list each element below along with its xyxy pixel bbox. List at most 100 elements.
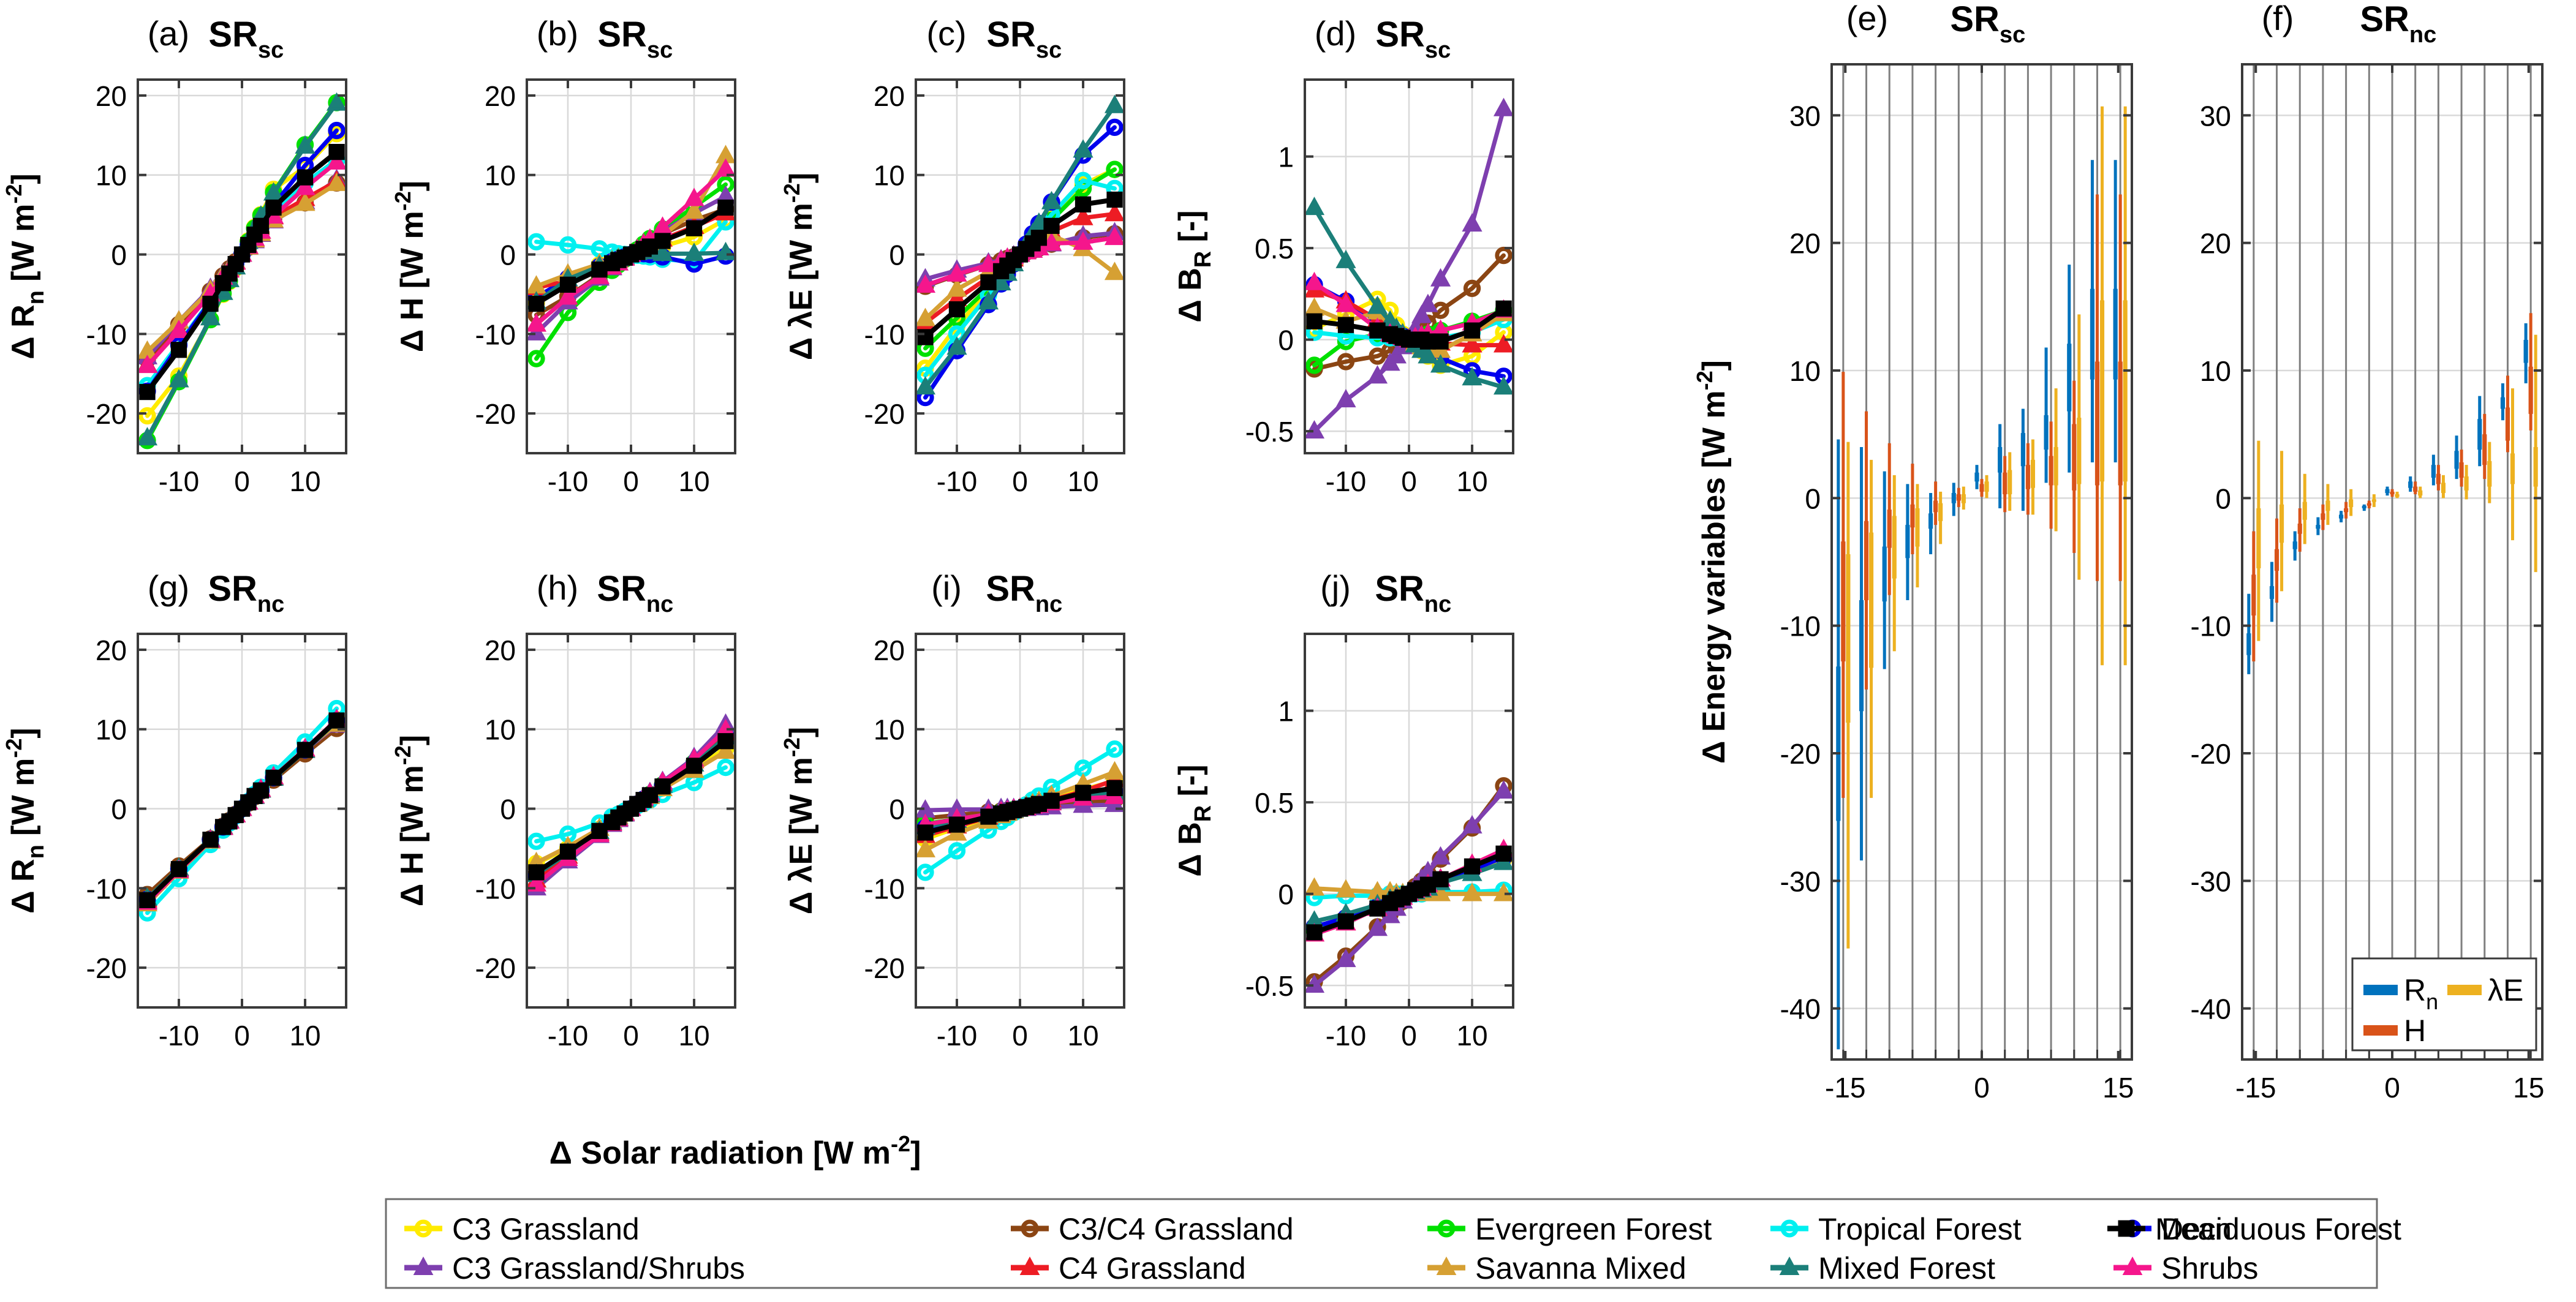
legend-marker-triangle: [2122, 1256, 2143, 1275]
marker-triangle: [168, 369, 189, 388]
box-body: [2413, 486, 2418, 492]
ytick-label: 0: [889, 239, 905, 271]
box-body: [1859, 600, 1864, 712]
legend-marker-triangle: [1019, 1256, 1040, 1275]
marker-square: [980, 274, 997, 291]
legend-item[interactable]: C4 Grassland: [1011, 1251, 1246, 1285]
legend-marker-triangle: [1779, 1256, 1800, 1275]
marker-triangle: [263, 182, 284, 201]
marker-square: [252, 782, 270, 799]
marker-triangle: [915, 274, 936, 293]
xtick-label: 0: [234, 1020, 250, 1052]
marker-triangle: [1304, 271, 1325, 290]
legend-item[interactable]: Mixed Forest: [1770, 1251, 1995, 1285]
marker-square: [328, 143, 345, 160]
ytick-label: -10: [86, 318, 127, 350]
marker-triangle: [1104, 203, 1125, 222]
panel-c: 20 10 0 -10 -20 -10 0 10 (c) SRsc Δ λE [W m-2]: [779, 14, 1125, 497]
box-body: [2523, 340, 2528, 363]
ytick-label: 20: [96, 80, 127, 112]
marker-square: [265, 199, 282, 216]
box-body: [2090, 288, 2095, 380]
panel-letter: (a): [148, 14, 189, 53]
box-body: [2436, 473, 2441, 484]
box-body: [2099, 300, 2105, 482]
ytick-label: 20: [485, 634, 516, 666]
ytick-label: 10: [874, 714, 905, 746]
marker-square: [170, 342, 187, 358]
marker-triangle: [715, 158, 736, 177]
legend-label: C4 Grassland: [1059, 1251, 1246, 1285]
marker-square: [1464, 322, 1481, 339]
marker-square: [1106, 191, 1123, 208]
panel-title: SRsc: [1375, 15, 1451, 63]
box-body: [2067, 344, 2072, 412]
marker-circle: [527, 350, 545, 367]
marker-triangle: [526, 313, 547, 332]
xtick-label: 0: [1974, 1072, 1990, 1104]
legend-item[interactable]: C3 Grassland: [404, 1212, 640, 1246]
box-body: [1938, 503, 1943, 521]
legend-item[interactable]: Shrubs: [2113, 1251, 2258, 1285]
box-legend-label: Rn: [2404, 973, 2438, 1014]
ytick-label: -20: [475, 398, 516, 430]
marker-triangle: [1104, 761, 1125, 780]
box-legend-item[interactable]: λE: [2447, 973, 2523, 1007]
ytick-label: 0: [111, 794, 127, 826]
box-body: [1882, 546, 1887, 602]
panel-title: SRnc: [986, 569, 1062, 617]
box-body: [2344, 508, 2349, 513]
box-body: [1956, 494, 1961, 501]
legend-label: C3 Grassland: [452, 1212, 640, 1246]
legend-item[interactable]: Evergreen Forest: [1427, 1212, 1712, 1246]
marker-square: [717, 199, 734, 216]
ytick-label: -20: [1780, 738, 1821, 770]
xtick-label: 10: [1067, 1020, 1098, 1052]
marker-triangle: [137, 355, 158, 374]
marker-triangle: [1462, 213, 1483, 232]
xtick-label: 10: [289, 1020, 320, 1052]
legend-item[interactable]: Tropical Forest: [1770, 1212, 2022, 1246]
marker-circle: [527, 832, 545, 850]
legend-item[interactable]: Savanna Mixed: [1427, 1251, 1686, 1285]
box-body: [2274, 549, 2279, 571]
ytick-label: 20: [2200, 228, 2231, 260]
xtick-label: -15: [1825, 1072, 1865, 1104]
marker-triangle: [978, 291, 999, 310]
panel-letter: (g): [148, 568, 189, 607]
box-body: [2256, 508, 2261, 568]
panel-title: SRsc: [986, 15, 1062, 63]
box-body: [2454, 451, 2459, 469]
ytick-label: -10: [1780, 611, 1821, 642]
legend-box: [385, 1198, 2378, 1289]
ytick-label: 30: [2200, 100, 2231, 132]
marker-square: [686, 758, 703, 774]
marker-square: [139, 383, 156, 401]
box-body: [2316, 525, 2321, 529]
xtick-label: -15: [2235, 1072, 2276, 1104]
box-body: [2390, 491, 2395, 495]
marker-square: [1043, 217, 1060, 234]
ytick-label: -20: [2191, 738, 2231, 770]
xtick-label: 0: [1012, 1020, 1028, 1052]
box-legend-item[interactable]: Rn: [2363, 973, 2438, 1014]
panel-a: 20 10 0 -10 -20 -10 0 10 (a) SRsc Δ Rn [W m-2]: [1, 14, 347, 497]
box-body: [2321, 513, 2325, 520]
marker-square: [1337, 317, 1354, 333]
box-legend-item[interactable]: H: [2363, 1014, 2426, 1048]
box-body: [2094, 361, 2100, 486]
box-legend-swatch: [2447, 985, 2482, 995]
marker-triangle: [1335, 389, 1356, 408]
xtick-label: 0: [1401, 465, 1417, 497]
legend-item[interactable]: Mean: [2107, 1212, 2232, 1246]
marker-triangle: [1104, 94, 1125, 113]
marker-square: [917, 824, 934, 841]
marker-triangle: [1041, 190, 1062, 209]
marker-triangle: [684, 187, 704, 206]
xtick-label: 10: [678, 465, 709, 497]
marker-circle: [1106, 118, 1124, 137]
legend-item[interactable]: C3/C4 Grassland: [1011, 1212, 1294, 1246]
legend-item[interactable]: C3 Grassland/Shrubs: [404, 1251, 745, 1285]
marker-circle: [138, 407, 156, 425]
marker-square: [591, 262, 608, 278]
